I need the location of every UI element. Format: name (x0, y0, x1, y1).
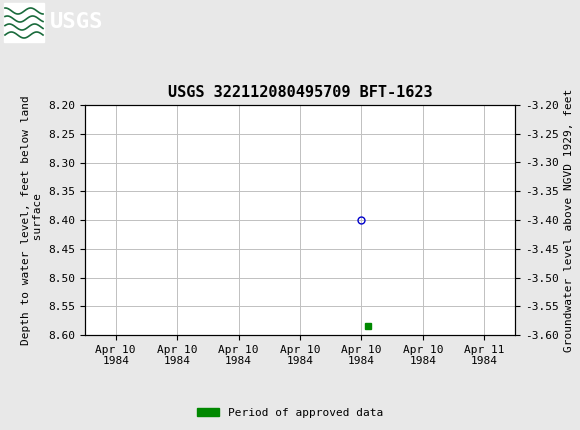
Y-axis label: Groundwater level above NGVD 1929, feet: Groundwater level above NGVD 1929, feet (564, 89, 574, 352)
Bar (4, 3, 44, 42)
Legend: Period of approved data: Period of approved data (193, 403, 387, 422)
Y-axis label: Depth to water level, feet below land
 surface: Depth to water level, feet below land su… (21, 95, 43, 345)
Title: USGS 322112080495709 BFT-1623: USGS 322112080495709 BFT-1623 (168, 85, 432, 100)
Text: USGS: USGS (50, 12, 103, 33)
